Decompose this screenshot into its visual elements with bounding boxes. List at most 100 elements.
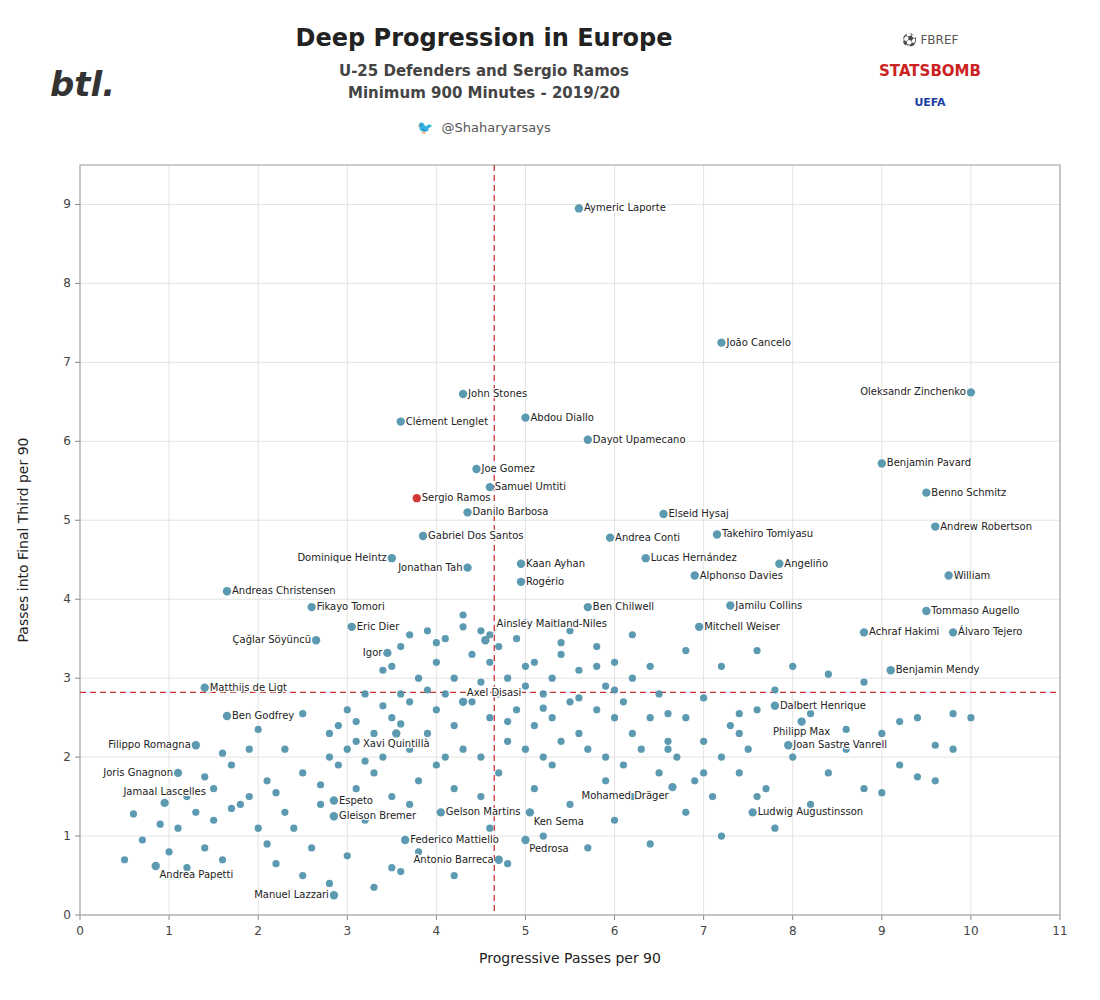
annotation: btl. <box>50 64 115 104</box>
point <box>611 659 618 666</box>
point <box>682 714 689 721</box>
point <box>843 726 850 733</box>
point <box>246 746 253 753</box>
tick-mark <box>614 915 615 920</box>
point <box>620 761 627 768</box>
series <box>152 204 976 899</box>
tick-mark <box>169 915 170 920</box>
point <box>682 809 689 816</box>
point <box>413 494 421 502</box>
point-label: Oleksandr Zinchenko <box>860 386 966 397</box>
tick-mark <box>75 441 80 442</box>
tick-mark <box>436 915 437 920</box>
point <box>472 465 480 473</box>
point <box>255 825 262 832</box>
point <box>495 856 503 864</box>
point <box>459 390 467 398</box>
point <box>932 777 939 784</box>
grid-line <box>881 165 882 915</box>
annotation: ⚽ FBREF <box>901 33 959 47</box>
point <box>353 718 360 725</box>
point <box>424 686 431 693</box>
point <box>584 746 591 753</box>
point-label: Federico Mattiello <box>410 834 499 845</box>
annotation: UEFA <box>914 96 946 109</box>
point <box>695 623 703 631</box>
point <box>477 627 484 634</box>
point-label: Andrea Papetti <box>159 869 233 880</box>
point <box>797 717 805 725</box>
tick-label: 1 <box>165 924 173 938</box>
point <box>593 663 600 670</box>
point <box>753 647 760 654</box>
point <box>517 578 525 586</box>
point <box>312 636 320 644</box>
point <box>424 730 431 737</box>
point <box>736 769 743 776</box>
point <box>201 773 208 780</box>
point <box>397 868 404 875</box>
point-label: Elseid Hysaj <box>669 508 729 519</box>
point <box>753 706 760 713</box>
point <box>611 817 618 824</box>
point-label: Jamaal Lascelles <box>122 786 206 797</box>
point <box>121 856 128 863</box>
point <box>557 639 564 646</box>
tick-mark <box>75 520 80 521</box>
point <box>549 714 556 721</box>
point <box>317 781 324 788</box>
point <box>718 663 725 670</box>
point <box>620 698 627 705</box>
point <box>406 631 413 638</box>
point-label: Jamilu Collins <box>734 600 802 611</box>
point <box>531 722 538 729</box>
point <box>736 730 743 737</box>
subtitle: U-25 Defenders and Sergio Ramos <box>339 62 629 80</box>
point <box>419 532 427 540</box>
point <box>433 659 440 666</box>
point <box>246 793 253 800</box>
point <box>272 860 279 867</box>
point <box>949 628 957 636</box>
tick-mark <box>525 915 526 920</box>
point <box>540 754 547 761</box>
point <box>237 801 244 808</box>
point-label: Xavi Quintillà <box>363 738 430 749</box>
point <box>401 836 409 844</box>
point-label: Álvaro Tejero <box>958 625 1022 637</box>
title: Deep Progression in Europe <box>296 24 673 52</box>
chart: Deep Progression in Europe U-25 Defenders… <box>0 0 1100 1000</box>
point <box>860 679 867 686</box>
point <box>673 754 680 761</box>
point <box>789 754 796 761</box>
point <box>477 754 484 761</box>
point-label: Igor <box>363 647 383 658</box>
point-label: William <box>954 570 991 581</box>
point <box>210 817 217 824</box>
point <box>575 694 582 701</box>
point <box>664 738 671 745</box>
point <box>397 417 405 425</box>
point <box>397 643 404 650</box>
point-label: Danilo Barbosa <box>473 506 549 517</box>
point <box>540 705 547 712</box>
point <box>949 710 956 717</box>
tick-mark <box>75 204 80 205</box>
point <box>771 825 778 832</box>
point <box>344 706 351 713</box>
point <box>451 675 458 682</box>
point-label: Andreas Christensen <box>232 585 336 596</box>
point-label: Espeto <box>339 795 373 806</box>
point <box>504 738 511 745</box>
point <box>647 663 654 670</box>
point-label: Philipp Max <box>773 726 830 737</box>
tick-mark <box>703 915 704 920</box>
point <box>789 663 796 670</box>
grid-line <box>80 204 1060 205</box>
point <box>442 690 449 697</box>
point-label: Ken Sema <box>534 816 584 827</box>
grid-line <box>970 165 971 915</box>
point <box>397 690 404 697</box>
point-label: Pedrosa <box>529 843 569 854</box>
point <box>922 488 930 496</box>
